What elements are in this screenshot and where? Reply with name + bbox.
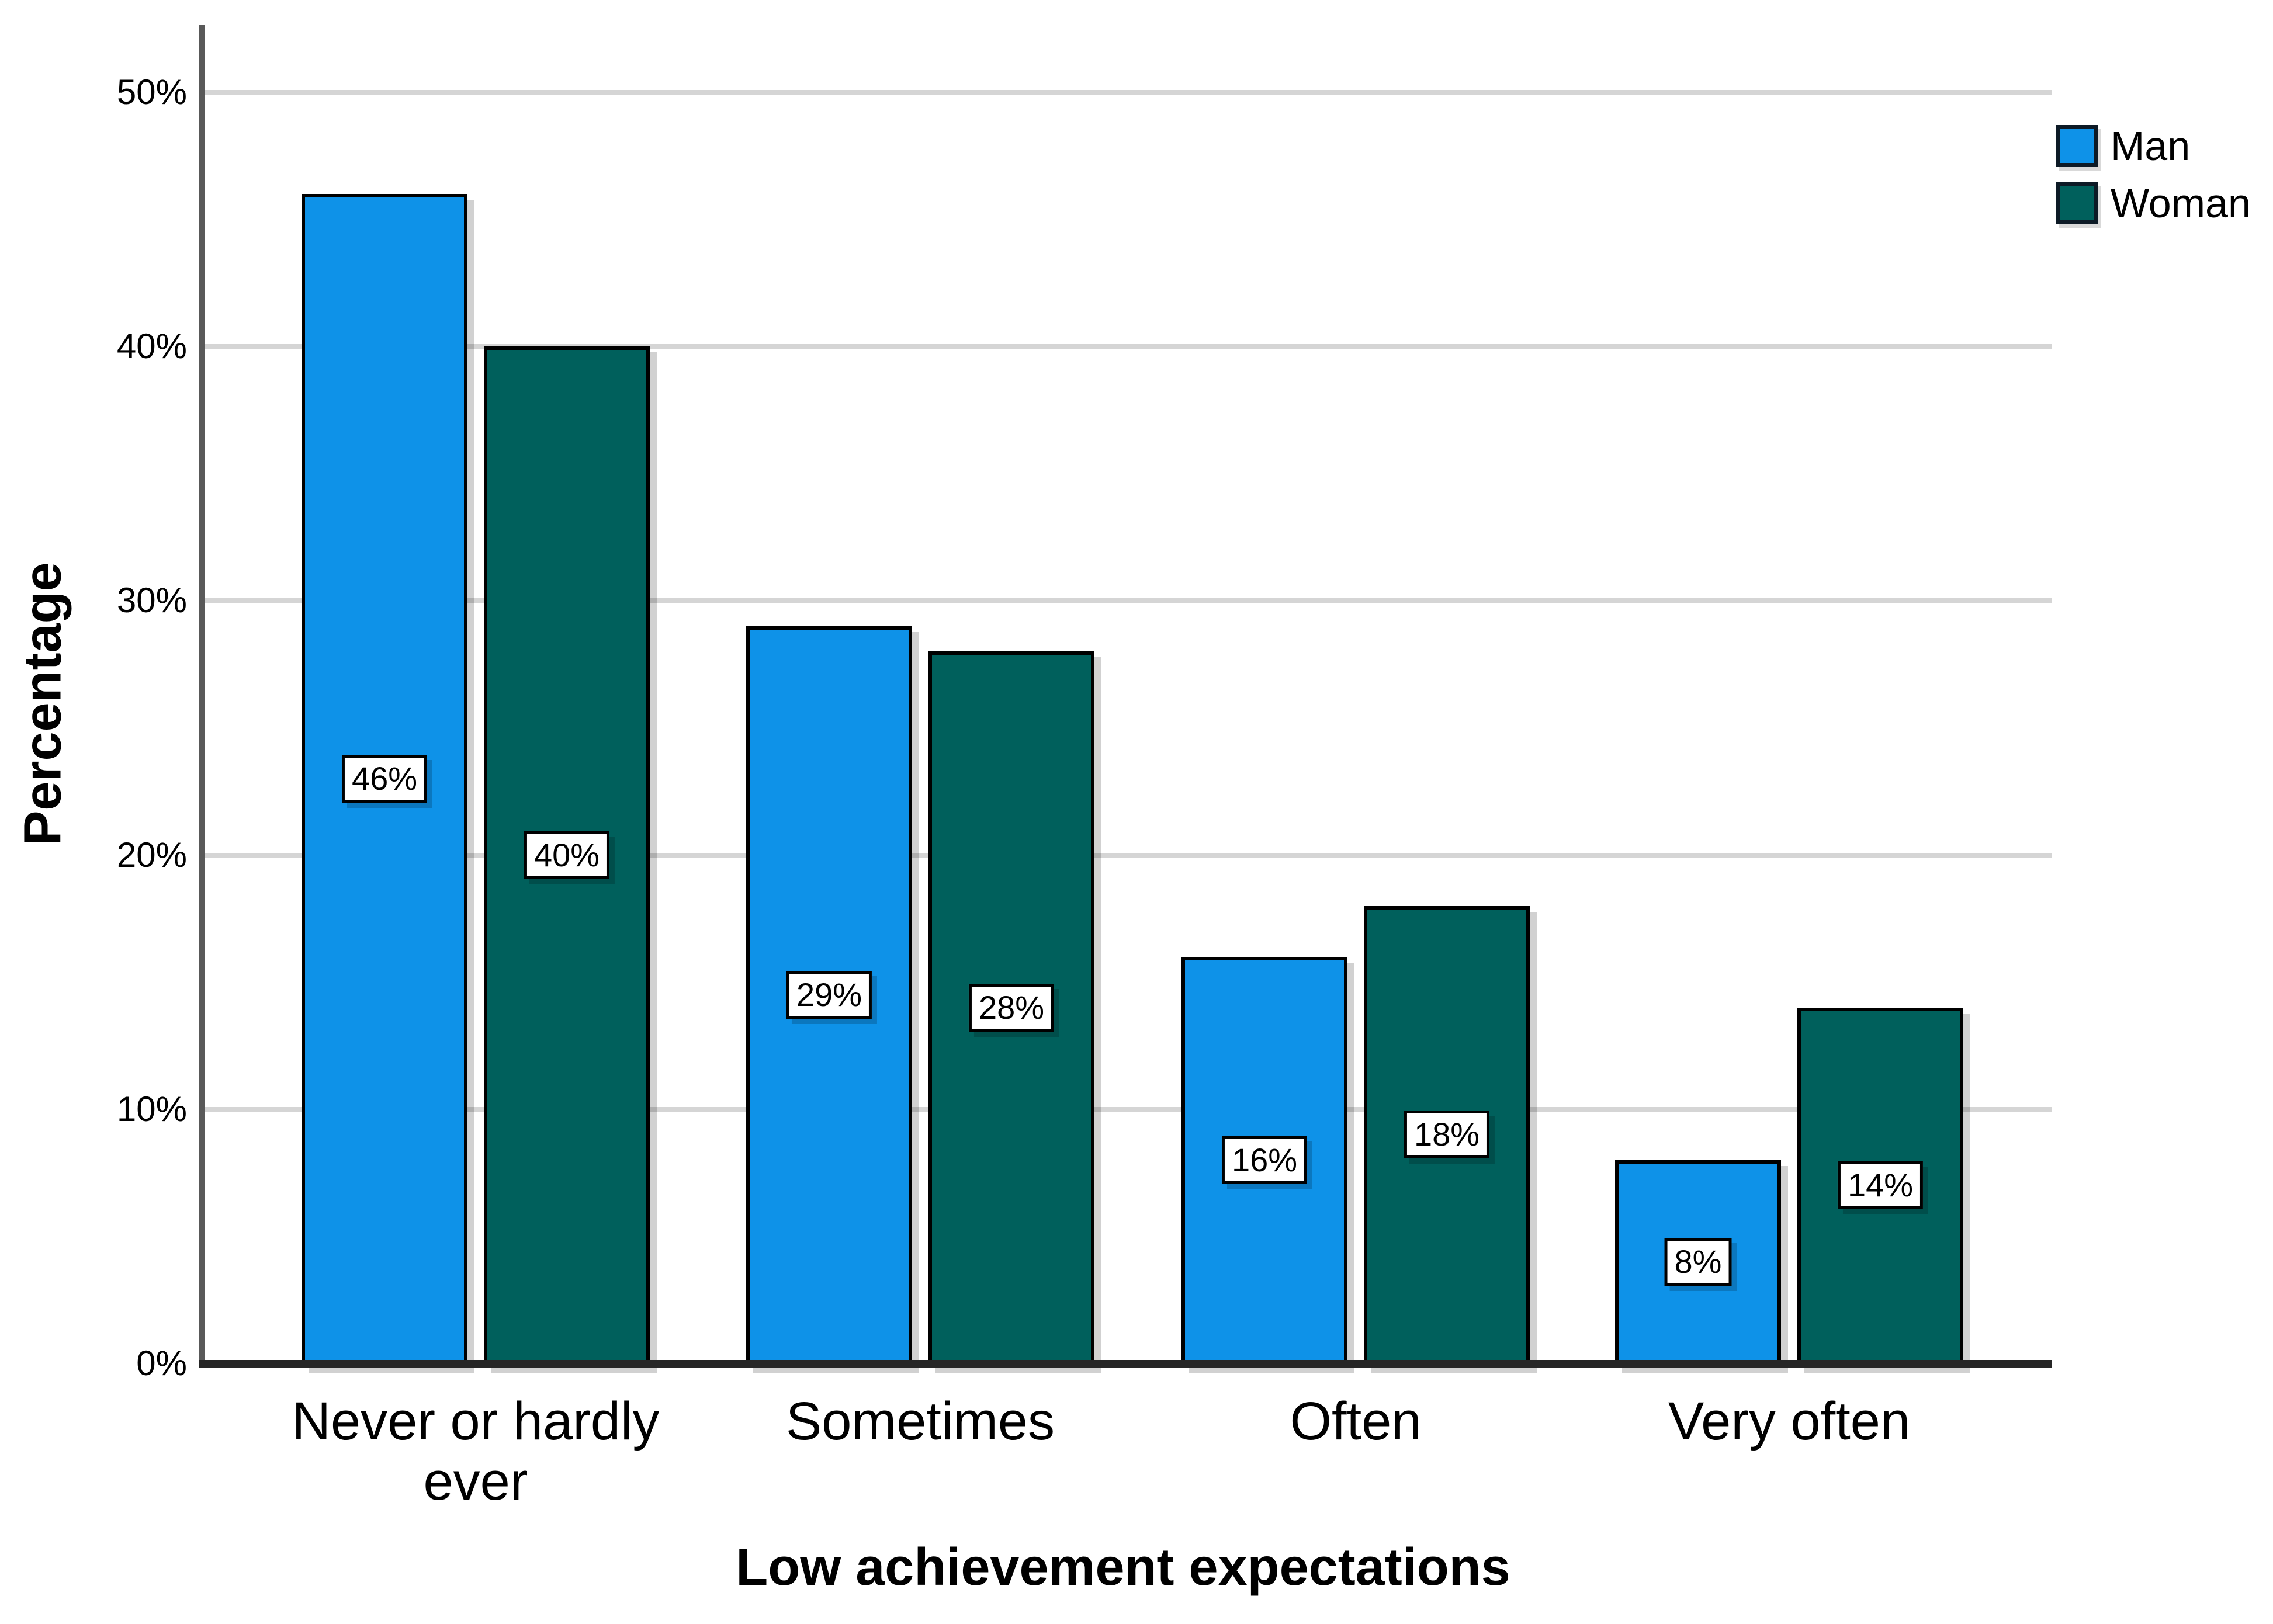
legend: Man Woman [2056, 125, 2251, 240]
y-axis-title: Percentage [13, 562, 72, 846]
category-label-very-often: Very often [1668, 1391, 1911, 1451]
value-label-woman-never-or-hardly-ever: 40% [524, 831, 610, 879]
y-tick-label-10: 10% [116, 1089, 187, 1129]
y-tick-label-20: 20% [116, 835, 187, 875]
legend-swatch-man [2056, 125, 2098, 167]
value-label-man-never-or-hardly-ever: 46% [341, 755, 428, 803]
x-axis-title: Low achievement expectations [736, 1538, 1510, 1597]
legend-item-man: Man [2056, 125, 2251, 167]
x-axis-line [199, 1360, 2052, 1368]
legend-label-woman: Woman [2111, 181, 2251, 226]
gridline-10 [202, 1106, 2052, 1112]
gridline-40 [202, 344, 2052, 350]
y-axis-line [199, 25, 205, 1363]
value-label-man-often: 16% [1221, 1136, 1308, 1184]
y-tick-label-0: 0% [136, 1344, 187, 1383]
value-label-woman-very-often: 14% [1837, 1161, 1924, 1210]
category-label-often: Often [1290, 1391, 1422, 1451]
gridline-30 [202, 598, 2052, 604]
gridline-20 [202, 852, 2052, 858]
value-label-man-sometimes: 29% [786, 970, 872, 1019]
legend-label-man: Man [2111, 123, 2191, 169]
y-tick-label-40: 40% [116, 327, 187, 366]
category-label-sometimes: Sometimes [785, 1391, 1055, 1451]
legend-item-woman: Woman [2056, 182, 2251, 224]
gridline-50 [202, 90, 2052, 95]
y-tick-label-30: 30% [116, 581, 187, 620]
category-label-never-or-hardly-ever: Never or hardly ever [292, 1391, 660, 1512]
y-tick-label-50: 50% [116, 72, 187, 112]
bar-woman-never-or-hardly-ever [484, 346, 650, 1367]
value-label-woman-often: 18% [1404, 1111, 1490, 1159]
value-label-man-very-often: 8% [1664, 1237, 1732, 1286]
value-label-woman-sometimes: 28% [968, 983, 1055, 1032]
legend-swatch-woman [2056, 182, 2098, 224]
